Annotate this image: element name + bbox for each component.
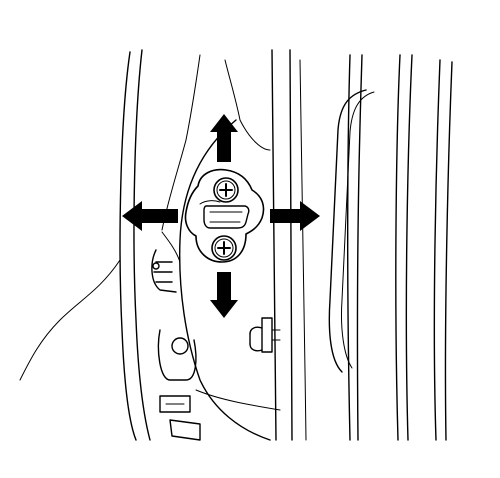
latch-assembly (151, 231, 201, 441)
arrow-left-icon (122, 201, 178, 231)
door-edge-panels (271, 49, 453, 441)
phillips-screw-icon (213, 177, 239, 203)
door-bolt (249, 317, 281, 353)
phillips-screw-icon (211, 235, 237, 261)
striker-plate (184, 168, 265, 263)
arrow-down-icon (210, 272, 238, 318)
door-frame-left (19, 49, 201, 441)
pillar-panel (179, 59, 281, 441)
arrow-right-icon (270, 201, 320, 231)
arrow-up-icon (210, 114, 238, 162)
